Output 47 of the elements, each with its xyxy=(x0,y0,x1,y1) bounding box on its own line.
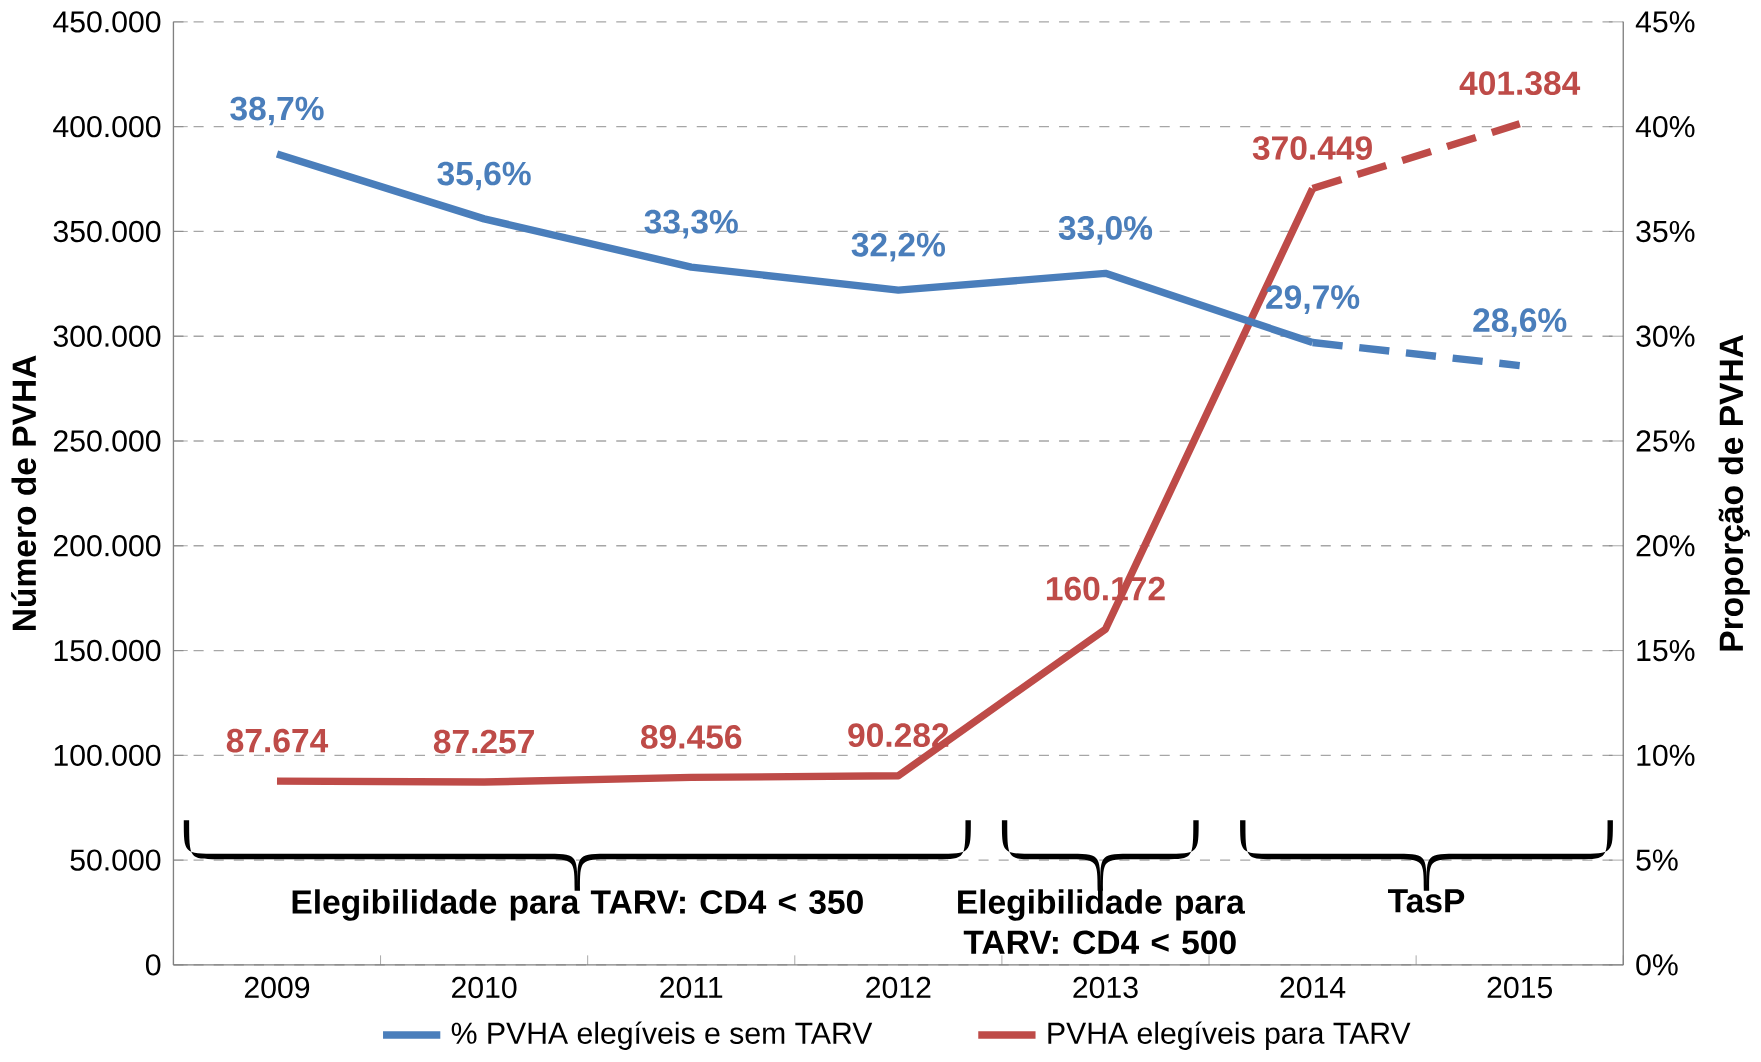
y2-tick-label: 30% xyxy=(1636,325,1695,347)
data-label: 33,3% xyxy=(644,209,738,239)
x-tick-label: 2013 xyxy=(1073,976,1138,999)
x-tick-label: 2010 xyxy=(452,976,517,999)
x-tick-label: 2014 xyxy=(1280,976,1346,999)
data-label: 87.674 xyxy=(226,728,329,753)
y2-tick-label: 20% xyxy=(1636,535,1695,557)
data-label: 33,0% xyxy=(1058,216,1153,245)
annotation: TasP xyxy=(1388,889,1465,913)
annotation: Elegibilidade para TARV: CD4 < 500 xyxy=(958,889,1246,955)
data-label: 32,2% xyxy=(851,232,945,262)
data-label: 29,7% xyxy=(1266,285,1360,314)
y-tick-label: 250.000 xyxy=(53,430,161,452)
y2-tick-label: 45% xyxy=(1635,11,1695,33)
y-tick-label: 100.000 xyxy=(54,744,161,766)
y-tick-label: 200.000 xyxy=(53,535,161,557)
x-tick-label: 2009 xyxy=(244,976,310,999)
y-tick-label: 400.000 xyxy=(53,115,161,138)
x-tick-label: 2015 xyxy=(1487,976,1552,999)
y2-tick-label: 35% xyxy=(1636,220,1695,243)
data-label: 90.282 xyxy=(848,723,949,748)
y2-tick-label: 40% xyxy=(1635,115,1695,138)
y2-tick-label: 15% xyxy=(1637,639,1695,662)
y-axis-title: Número de PVHA xyxy=(11,355,37,630)
y2-tick-label: 5% xyxy=(1636,849,1678,871)
legend-label: % PVHA elegíveis e sem TARV xyxy=(451,1021,873,1050)
y-tick-label: 50.000 xyxy=(70,849,161,871)
data-label: 35,6% xyxy=(437,161,531,191)
x-tick-label: 2011 xyxy=(660,976,723,999)
data-label: 370.449 xyxy=(1252,136,1372,160)
x-tick-label: 2012 xyxy=(866,976,931,999)
data-label: 401.384 xyxy=(1459,71,1581,96)
data-label: 89.456 xyxy=(640,725,742,749)
legend-label: PVHA elegíveis para TARV xyxy=(1048,1021,1411,1050)
data-label: 28,6% xyxy=(1473,308,1567,337)
y2-tick-label: 25% xyxy=(1636,430,1695,452)
data-label: 87.257 xyxy=(433,729,534,754)
annotation: Elegibilidade para TARV: CD4 < 350 xyxy=(292,889,863,921)
y2-tick-label: 10% xyxy=(1637,744,1695,766)
y-tick-label: 0 xyxy=(145,954,161,976)
y-tick-label: 150.000 xyxy=(54,639,161,662)
y-tick-label: 350.000 xyxy=(53,220,161,243)
y-tick-label: 300.000 xyxy=(53,325,161,347)
data-label: 38,7% xyxy=(230,96,324,126)
y2-axis-title: Proporção de PVHA xyxy=(1718,334,1750,651)
y-tick-label: 450.000 xyxy=(53,11,161,33)
y2-tick-label: 0% xyxy=(1636,954,1678,976)
